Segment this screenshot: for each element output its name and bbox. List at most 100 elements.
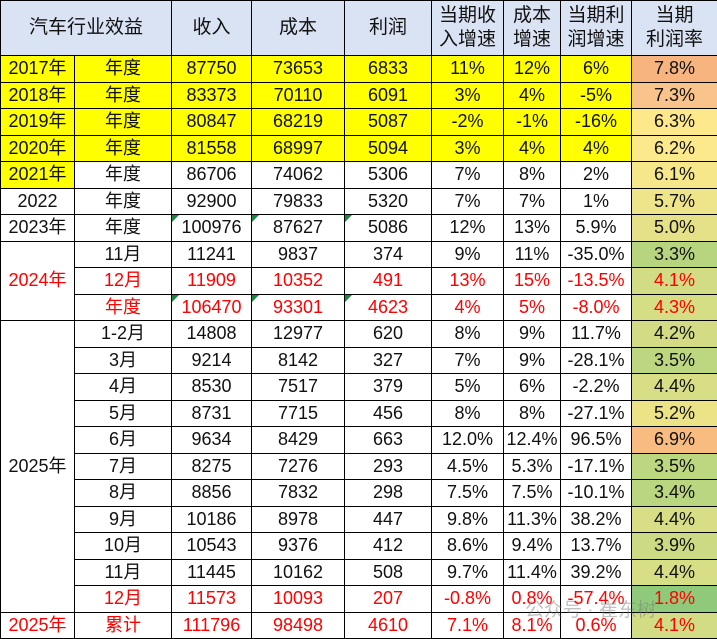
cost-cell: 9837 (252, 241, 345, 268)
profit-growth-cell: 39.2% (561, 559, 632, 586)
profit-growth-cell: -13.5% (561, 268, 632, 295)
profit-cell: 491 (345, 268, 432, 295)
revenue-growth-cell: 7.1% (432, 612, 504, 639)
revenue-cell: 9214 (172, 347, 252, 374)
revenue-growth-cell: 7% (432, 347, 504, 374)
cost-growth-cell: 12% (504, 56, 561, 83)
revenue-cell: 11445 (172, 559, 252, 586)
revenue-cell: 80847 (172, 109, 252, 136)
profit-cell: 5086 (345, 215, 432, 242)
cost-cell: 10093 (252, 586, 345, 613)
cost-growth-cell: 8% (504, 400, 561, 427)
revenue-cell: 92900 (172, 188, 252, 215)
cost-growth-cell: 7% (504, 188, 561, 215)
cost-growth-cell: 5% (504, 294, 561, 321)
revenue-growth-cell: 11% (432, 56, 504, 83)
profit-growth-cell: 11.7% (561, 321, 632, 348)
profit-growth-cell: -16% (561, 109, 632, 136)
profit-margin-cell: 5.7% (632, 188, 717, 215)
profit-growth-cell: -8.0% (561, 294, 632, 321)
cost-cell: 7832 (252, 480, 345, 507)
profit-growth-cell: -17.1% (561, 453, 632, 480)
revenue-cell: 81558 (172, 135, 252, 162)
revenue-growth-cell: -0.8% (432, 586, 504, 613)
revenue-cell: 8856 (172, 480, 252, 507)
profit-cell: 4610 (345, 612, 432, 639)
profit-growth-cell: -2.2% (561, 374, 632, 401)
revenue-cell: 106470 (172, 294, 252, 321)
cost-cell: 68219 (252, 109, 345, 136)
period-cell: 7月 (75, 453, 172, 480)
profit-margin-cell: 7.3% (632, 82, 717, 109)
header-revenue: 收入 (172, 1, 252, 56)
revenue-growth-cell: 8% (432, 400, 504, 427)
profit-cell: 293 (345, 453, 432, 480)
profit-cell: 412 (345, 533, 432, 560)
cost-cell: 68997 (252, 135, 345, 162)
year-cell: 2019年 (1, 109, 75, 136)
revenue-cell: 8731 (172, 400, 252, 427)
cost-cell: 70110 (252, 82, 345, 109)
profit-growth-cell: 2% (561, 162, 632, 189)
revenue-cell: 11909 (172, 268, 252, 295)
cost-growth-cell: 8.1% (504, 612, 561, 639)
revenue-growth-cell: 8% (432, 321, 504, 348)
header-profit-growth: 当期利 润增速 (561, 1, 632, 56)
profit-growth-cell: -35.0% (561, 241, 632, 268)
profit-growth-cell: 96.5% (561, 427, 632, 454)
profit-growth-cell: 0.6% (561, 612, 632, 639)
cost-growth-cell: 4% (504, 82, 561, 109)
revenue-cell: 10543 (172, 533, 252, 560)
profit-margin-cell: 4.4% (632, 374, 717, 401)
revenue-cell: 10186 (172, 506, 252, 533)
year-cell: 2021年 (1, 162, 75, 189)
cost-cell: 93301 (252, 294, 345, 321)
year-cell: 2025年 (1, 321, 75, 613)
profit-growth-cell: -28.1% (561, 347, 632, 374)
revenue-cell: 11241 (172, 241, 252, 268)
year-cell: 2023年 (1, 215, 75, 242)
cost-cell: 12977 (252, 321, 345, 348)
revenue-cell: 100976 (172, 215, 252, 242)
profit-growth-cell: -27.1% (561, 400, 632, 427)
cost-growth-cell: 9% (504, 347, 561, 374)
revenue-growth-cell: 12% (432, 215, 504, 242)
profit-margin-cell: 5.2% (632, 400, 717, 427)
period-cell: 1-2月 (75, 321, 172, 348)
profit-margin-cell: 3.5% (632, 453, 717, 480)
profit-cell: 4623 (345, 294, 432, 321)
revenue-growth-cell: 9% (432, 241, 504, 268)
revenue-growth-cell: 5% (432, 374, 504, 401)
revenue-growth-cell: 12.0% (432, 427, 504, 454)
revenue-cell: 9634 (172, 427, 252, 454)
profit-cell: 207 (345, 586, 432, 613)
cost-cell: 7517 (252, 374, 345, 401)
profit-margin-cell: 6.1% (632, 162, 717, 189)
period-cell: 年度 (75, 109, 172, 136)
period-cell: 累计 (75, 612, 172, 639)
profit-cell: 508 (345, 559, 432, 586)
cost-growth-cell: -1% (504, 109, 561, 136)
cost-growth-cell: 8% (504, 162, 561, 189)
cost-cell: 98498 (252, 612, 345, 639)
revenue-growth-cell: 8.6% (432, 533, 504, 560)
revenue-growth-cell: 9.7% (432, 559, 504, 586)
cost-growth-cell: 9.4% (504, 533, 561, 560)
profit-growth-cell: 13.7% (561, 533, 632, 560)
cost-growth-cell: 13% (504, 215, 561, 242)
cost-cell: 8142 (252, 347, 345, 374)
cost-growth-cell: 0.8% (504, 586, 561, 613)
cost-cell: 10352 (252, 268, 345, 295)
revenue-cell: 86706 (172, 162, 252, 189)
period-cell: 5月 (75, 400, 172, 427)
